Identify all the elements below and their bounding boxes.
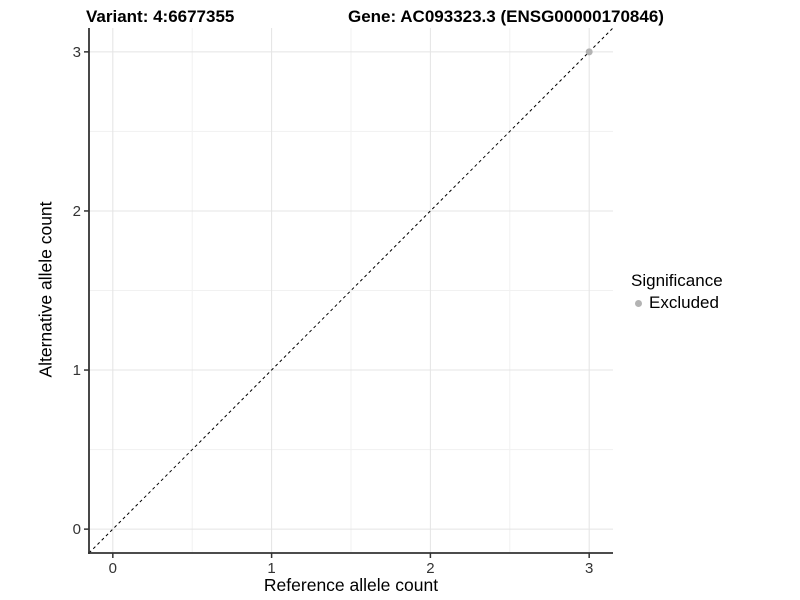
excluded-point-icon	[634, 299, 642, 307]
y-tick-label: 0	[73, 521, 81, 538]
legend-entry-label: Excluded	[649, 293, 719, 312]
legend-title: Significance	[631, 271, 723, 290]
x-tick-label: 3	[585, 560, 593, 577]
identity-line	[88, 27, 614, 554]
legend-key	[631, 299, 645, 307]
variant-title: Variant: 4:6677355	[86, 7, 235, 26]
legend: Significance Excluded	[631, 270, 796, 314]
legend-entry: Excluded	[631, 292, 796, 314]
y-axis-title: Alternative allele count	[35, 201, 56, 378]
x-axis-title: Reference allele count	[263, 575, 439, 595]
x-tick-label: 0	[109, 560, 117, 577]
gene-title: Gene: AC093323.3 (ENSG00000170846)	[348, 7, 664, 26]
x-tick-label: 1	[267, 560, 275, 577]
y-tick-label: 1	[73, 362, 81, 379]
x-tick-label: 2	[426, 560, 434, 577]
y-tick-label: 3	[73, 44, 81, 61]
y-tick-label: 2	[73, 203, 81, 220]
data-point	[585, 48, 593, 56]
